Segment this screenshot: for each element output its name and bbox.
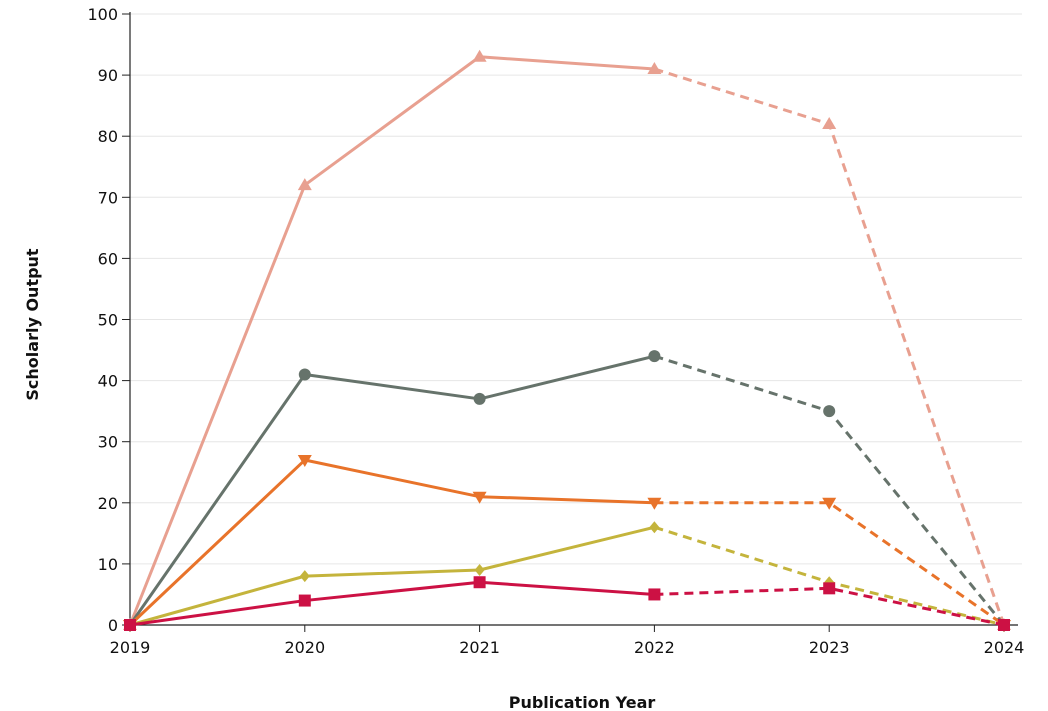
series-0 [123, 50, 1011, 630]
series-4 [124, 576, 1010, 631]
y-tick-label: 20 [98, 494, 118, 513]
y-tick-label: 60 [98, 249, 118, 268]
data-point [648, 588, 660, 600]
x-tick-label: 2022 [634, 638, 675, 657]
data-point [823, 582, 835, 594]
data-point [475, 564, 485, 576]
data-point [474, 393, 486, 405]
series-2 [123, 455, 1011, 632]
y-tick-label: 30 [98, 433, 118, 452]
x-tick-label: 2019 [110, 638, 151, 657]
x-tick-label: 2023 [809, 638, 850, 657]
series-3 [125, 521, 1009, 631]
data-point [474, 576, 486, 588]
y-tick-label: 80 [98, 127, 118, 146]
y-tick-label: 10 [98, 555, 118, 574]
axis-layer: 0 10 20 30 40 50 60 70 80 90 100 2019 2020 2021 2022 20… [87, 5, 1024, 657]
data-point [649, 521, 659, 533]
y-tick-label: 50 [98, 311, 118, 330]
x-axis-title: Publication Year [509, 693, 656, 711]
series-line-solid [130, 57, 654, 625]
y-tick-label: 40 [98, 372, 118, 391]
data-point [124, 619, 136, 631]
series-line-dashed [654, 527, 1004, 625]
x-tick-label: 2021 [459, 638, 500, 657]
series-line-solid [130, 356, 654, 625]
x-tick-label: 2024 [984, 638, 1025, 657]
data-point [998, 619, 1010, 631]
y-axis-title: Scholarly Output [23, 248, 42, 401]
data-point [823, 405, 835, 417]
y-tick-label: 0 [108, 616, 118, 635]
series-line-solid [130, 460, 654, 625]
data-point [299, 595, 311, 607]
x-tick-label: 2020 [284, 638, 325, 657]
y-tick-label: 90 [98, 66, 118, 85]
y-tick-label: 100 [87, 5, 118, 24]
data-point [299, 368, 311, 380]
series-line-solid [130, 527, 654, 625]
y-tick-label: 70 [98, 188, 118, 207]
data-point [648, 350, 660, 362]
series-line-dashed [654, 69, 1004, 625]
series-layer [123, 50, 1011, 632]
data-point [822, 117, 836, 129]
data-point [300, 570, 310, 582]
